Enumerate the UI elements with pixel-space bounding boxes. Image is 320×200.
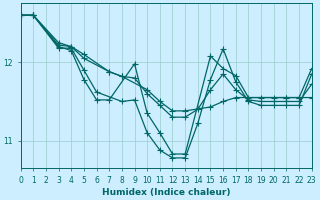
X-axis label: Humidex (Indice chaleur): Humidex (Indice chaleur) — [102, 188, 230, 197]
